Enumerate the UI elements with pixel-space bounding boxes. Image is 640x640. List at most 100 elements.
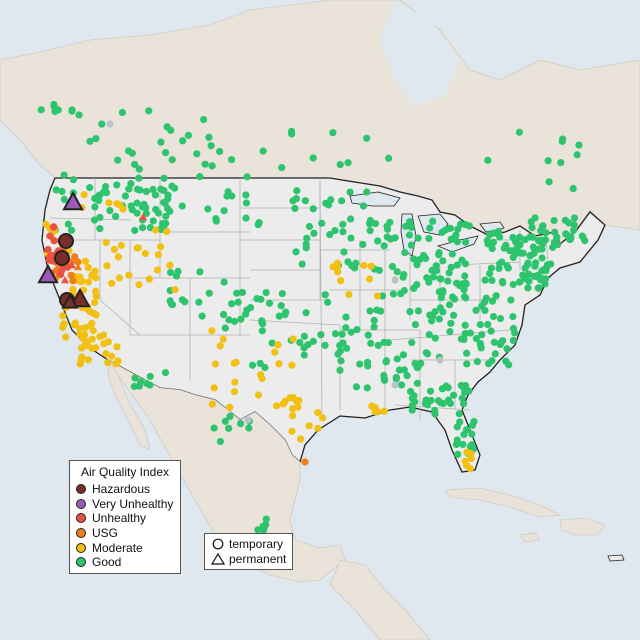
monitor-point — [108, 279, 116, 287]
monitor-point — [74, 258, 82, 266]
monitor-point — [487, 264, 495, 272]
central-america-land — [329, 559, 431, 640]
monitor-point — [463, 360, 471, 368]
monitor-point — [553, 240, 562, 249]
monitor-point — [230, 317, 239, 326]
monitor-point — [340, 248, 348, 256]
monitor-point — [210, 424, 218, 432]
monitor-point — [166, 261, 174, 269]
monitor-point — [499, 279, 507, 287]
monitor-point — [401, 248, 409, 257]
monitor-point — [453, 436, 461, 444]
monitor-point — [344, 258, 352, 266]
monitor-point — [151, 191, 160, 199]
monitor-point — [392, 375, 400, 383]
monitor-point — [208, 327, 216, 335]
monitor-point — [411, 398, 419, 406]
monitor-point — [470, 417, 478, 426]
monitor-point — [84, 278, 93, 286]
monitor-point — [44, 245, 52, 254]
monitor-point — [50, 102, 58, 111]
monitor-point — [327, 196, 335, 204]
monitor-point — [118, 108, 127, 117]
monitor-point — [342, 324, 350, 332]
monitor-point — [496, 340, 504, 349]
monitor-point — [208, 400, 216, 408]
monitor-point — [334, 350, 342, 358]
monitor-points — [37, 100, 589, 534]
legend-label: Unhealthy — [92, 511, 147, 526]
monitor-point — [426, 311, 434, 319]
monitor-point — [463, 448, 471, 456]
monitor-point — [309, 337, 317, 345]
monitor-point — [324, 298, 332, 306]
monitor-point — [550, 216, 558, 225]
monitor-point — [258, 374, 266, 383]
monitor-point — [46, 232, 54, 240]
monitor-point — [364, 331, 372, 339]
monitor-point — [234, 298, 242, 306]
monitor-point — [366, 307, 374, 315]
monitor-point — [507, 296, 515, 304]
good-swatch — [76, 557, 86, 568]
monitor-point — [167, 126, 175, 134]
monitor-point — [76, 360, 84, 368]
monitor-point — [407, 241, 415, 249]
monitor-point — [458, 394, 466, 402]
monitor-point — [488, 297, 497, 305]
monitor-point — [278, 164, 286, 172]
monitor-point — [96, 213, 104, 222]
monitor-point — [363, 188, 371, 196]
monitor-point — [456, 418, 464, 426]
monitor-point — [282, 308, 290, 316]
monitor-point — [241, 310, 250, 318]
cuba-land — [444, 487, 562, 518]
monitor-point — [164, 191, 172, 199]
monitor-point — [538, 267, 546, 275]
monitor-point — [448, 250, 456, 258]
monitor-point — [61, 292, 79, 309]
monitor-point — [498, 258, 506, 266]
monitor-point — [210, 384, 218, 392]
monitor-point — [391, 276, 399, 284]
monitor-point — [406, 387, 415, 396]
hispaniola-land — [559, 517, 606, 536]
monitor-point — [570, 226, 578, 234]
monitor-point — [69, 176, 78, 184]
monitor-point — [408, 339, 416, 347]
monitor-point — [301, 197, 309, 205]
monitor-point — [68, 261, 76, 269]
monitor-point — [57, 270, 65, 279]
monitor-point — [406, 218, 414, 226]
monitor-point — [161, 149, 170, 157]
monitor-point — [393, 268, 401, 276]
monitor-point — [163, 228, 171, 236]
monitor-point — [449, 311, 458, 319]
monitor-point — [230, 388, 239, 396]
monitor-point — [485, 269, 494, 278]
monitor-point — [114, 156, 122, 164]
monitor-point — [472, 334, 480, 343]
legend-item-temporary: temporary — [211, 537, 286, 552]
monitor-point — [526, 252, 534, 260]
monitor-point — [90, 309, 98, 318]
monitor-point — [166, 207, 174, 215]
monitor-point — [380, 242, 388, 250]
monitor-point — [258, 327, 266, 335]
monitor-point — [344, 159, 352, 167]
monitor-point — [427, 317, 436, 325]
monitor-point — [543, 261, 551, 269]
monitor-point — [573, 151, 581, 159]
monitor-point — [400, 366, 408, 374]
monitor-point — [338, 197, 346, 205]
monitor-point — [436, 304, 445, 312]
monitor-point — [553, 233, 561, 241]
monitor-point — [221, 417, 229, 425]
monitor-point — [516, 233, 524, 241]
monitor-point — [413, 261, 421, 269]
monitor-point — [515, 278, 524, 286]
monitor-point — [468, 430, 476, 438]
monitor-point — [198, 312, 206, 320]
monitor-point — [393, 355, 401, 363]
monitor-point — [75, 111, 83, 119]
